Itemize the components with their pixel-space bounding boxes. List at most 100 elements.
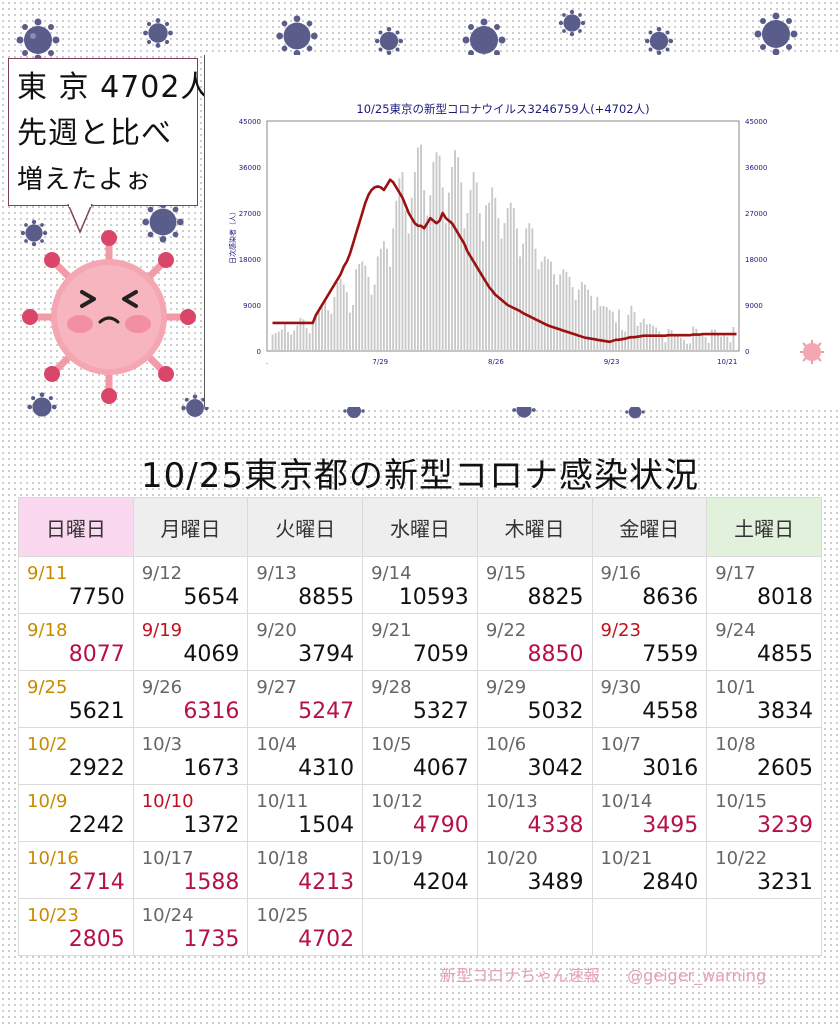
cell-date: 10/3 <box>141 734 183 755</box>
bar <box>497 218 500 351</box>
day-cell: 9/20 3794 <box>247 613 364 671</box>
cell-count: 5621 <box>68 699 125 724</box>
bar <box>283 324 286 351</box>
bar <box>667 329 670 351</box>
table-row: 9/18 8077 9/19 4069 9/20 3794 9/21 7059 9/22 8850… <box>18 613 822 671</box>
cell-date: 9/21 <box>371 620 412 641</box>
bar <box>577 289 580 351</box>
bar <box>515 228 518 351</box>
bar <box>469 190 472 351</box>
bar <box>568 276 571 351</box>
bar <box>500 238 503 351</box>
cell-count: 4702 <box>298 927 355 952</box>
day-cell: 10/22 3231 <box>706 841 822 899</box>
bar <box>305 328 308 351</box>
day-cell: 9/18 8077 <box>18 613 134 671</box>
cell-count: 1504 <box>298 813 355 838</box>
day-cell: 10/11 1504 <box>247 784 364 842</box>
bar <box>382 241 385 351</box>
cell-count: 2922 <box>68 756 125 781</box>
average-line <box>272 178 737 344</box>
bar <box>713 329 716 351</box>
bar <box>509 202 512 351</box>
header-tuesday: 火曜日 <box>247 497 364 557</box>
cell-date: 10/4 <box>256 734 297 755</box>
small-virus-icon <box>800 340 824 364</box>
bar <box>290 334 293 351</box>
bar <box>287 332 289 351</box>
y-tick-label: 0 <box>257 348 261 356</box>
bar <box>392 228 395 351</box>
cell-count: 5032 <box>527 699 584 724</box>
bar <box>556 284 559 351</box>
cell-date: 10/20 <box>485 848 538 869</box>
cell-date: 10/7 <box>600 734 641 755</box>
cell-count: 1673 <box>183 756 240 781</box>
header-wednesday: 水曜日 <box>362 497 478 557</box>
cell-date: 9/16 <box>600 563 641 584</box>
bar <box>324 299 327 351</box>
bar <box>652 325 654 351</box>
day-cell: 10/15 3239 <box>706 784 822 842</box>
bar <box>717 333 719 351</box>
day-cell: 10/5 4067 <box>362 727 478 785</box>
cell-date: 10/9 <box>27 791 68 812</box>
day-cell: 10/23 2805 <box>18 898 134 956</box>
virus-icon <box>20 219 48 247</box>
bar <box>373 284 376 351</box>
cell-count: 2805 <box>68 927 125 952</box>
bar <box>550 261 552 351</box>
bar <box>630 305 633 351</box>
cell-date: 9/18 <box>27 620 68 641</box>
bar <box>451 167 453 351</box>
weekly-table: 日曜日 月曜日 火曜日 水曜日 木曜日 金曜日 土曜日 9/11 7750 9/12… <box>18 497 822 956</box>
bar <box>271 334 274 351</box>
cell-date: 10/25 <box>256 905 309 926</box>
day-cell: 9/22 8850 <box>476 613 593 671</box>
cell-date: 9/12 <box>141 563 183 584</box>
virus-icon <box>462 18 506 62</box>
day-cell <box>476 898 593 956</box>
bar <box>580 282 583 351</box>
cell-count: 4310 <box>298 756 355 781</box>
cell-count: 5247 <box>298 699 355 724</box>
bar <box>302 319 305 351</box>
cell-count: 8850 <box>527 642 584 667</box>
bar <box>676 335 679 351</box>
cell-date: 10/13 <box>485 791 538 812</box>
virus-icon <box>16 18 60 62</box>
bar <box>463 228 466 351</box>
bar <box>528 223 531 351</box>
speech-line-count: 東 京 4702人 <box>17 70 212 105</box>
cell-date: 9/20 <box>256 620 297 641</box>
cell-date: 9/22 <box>485 620 527 641</box>
bar <box>698 333 701 351</box>
day-cell: 9/16 8636 <box>591 556 708 614</box>
bar <box>602 306 605 351</box>
bar <box>710 329 713 351</box>
table-body: 9/11 7750 9/12 5654 9/13 8855 9/14 10593 9/15 882… <box>18 556 822 956</box>
cell-date: 10/18 <box>256 848 309 869</box>
cell-count: 3239 <box>757 813 813 838</box>
bar <box>423 190 426 351</box>
bar <box>664 342 667 351</box>
day-cell: 10/8 2605 <box>706 727 822 785</box>
table-row: 10/23 2805 10/24 1735 10/25 4702 <box>18 898 822 956</box>
day-cell: 10/12 4790 <box>362 784 478 842</box>
table-row: 9/11 7750 9/12 5654 9/13 8855 9/14 10593 9/15 882… <box>18 556 822 614</box>
cell-count: 4204 <box>412 870 469 895</box>
bar <box>689 343 692 351</box>
day-cell: 9/24 4855 <box>706 613 822 671</box>
bar <box>330 313 333 351</box>
bar <box>590 295 593 351</box>
bar <box>299 317 302 351</box>
x-tick-label: 9/23 <box>604 358 620 366</box>
table-row: 10/9 2242 10/10 1372 10/11 1504 10/12 4790 10/13… <box>18 784 822 842</box>
bar <box>726 336 729 351</box>
day-cell: 9/21 7059 <box>362 613 478 671</box>
bar <box>658 331 661 351</box>
cell-date: 9/28 <box>371 677 412 698</box>
cell-count: 8636 <box>642 585 699 610</box>
virus-icon <box>558 9 586 37</box>
cell-date: 9/25 <box>27 677 68 698</box>
